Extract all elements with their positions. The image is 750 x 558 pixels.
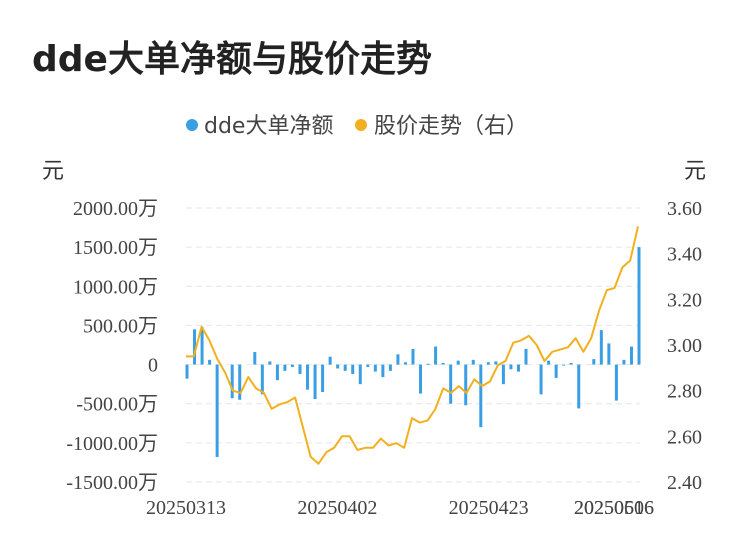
- dde-bar: [283, 364, 287, 371]
- x-tick-label: 20250606: [574, 497, 654, 519]
- left-tick-label: 1500.00万: [73, 237, 158, 259]
- dde-bar: [562, 364, 566, 366]
- left-tick-label: -500.00万: [76, 394, 158, 416]
- right-tick-label: 3.40: [667, 244, 702, 266]
- dde-bar: [313, 364, 317, 400]
- x-tick-label: 20250402: [297, 497, 377, 519]
- dde-bar: [253, 352, 257, 365]
- dde-bar: [426, 363, 430, 365]
- dde-bar: [516, 364, 520, 372]
- left-tick-label: 500.00万: [83, 315, 158, 337]
- right-tick-label: 3.20: [667, 289, 702, 311]
- chart-title: dde大单净额与股价走势: [32, 39, 432, 80]
- right-tick-label: 3.60: [667, 198, 702, 220]
- dde-bar: [479, 364, 483, 428]
- dde-bar: [358, 364, 362, 385]
- dde-bar: [411, 348, 415, 365]
- dde-bar: [215, 364, 219, 457]
- dde-bar: [290, 364, 294, 367]
- legend-line-label: 股价走势（右）: [374, 114, 528, 139]
- right-tick-label: 2.60: [667, 426, 702, 448]
- dde-bar: [321, 364, 325, 392]
- dde-bar: [471, 359, 475, 365]
- left-tick-label: 1000.00万: [73, 276, 158, 298]
- legend: dde大单净额 股价走势（右）: [186, 114, 528, 139]
- x-tick-label: 20250516: [574, 497, 654, 519]
- right-axis-unit: 元: [684, 159, 706, 184]
- dde-bar: [238, 364, 242, 400]
- dde-bar: [373, 364, 377, 372]
- dde-bar: [486, 362, 490, 365]
- dde-bar: [547, 360, 551, 365]
- dde-bar: [622, 359, 626, 365]
- dde-bar: [275, 364, 279, 381]
- dde-bar: [614, 364, 618, 401]
- dde-bar: [396, 354, 400, 365]
- dde-bar: [306, 364, 310, 390]
- left-axis-unit: 元: [42, 159, 64, 184]
- dde-bar: [268, 361, 272, 365]
- dde-bar: [208, 359, 212, 365]
- dde-bar: [343, 364, 347, 371]
- right-tick-label: 2.40: [667, 472, 702, 494]
- dde-bar: [419, 364, 423, 394]
- dde-bar: [599, 330, 603, 365]
- dde-bar: [193, 329, 197, 365]
- dde-bar: [501, 364, 505, 385]
- dde-bar: [524, 348, 528, 365]
- dde-bar: [449, 364, 453, 404]
- dde-bar: [230, 364, 234, 399]
- dde-bar: [260, 364, 264, 395]
- dde-bar: [441, 363, 445, 365]
- dde-bar: [607, 343, 611, 365]
- x-tick-label: 20250423: [449, 497, 529, 519]
- dde-bar: [366, 364, 370, 367]
- dde-bar: [539, 364, 543, 395]
- dde-bar: [185, 364, 189, 379]
- dde-bar: [509, 364, 513, 370]
- dde-bar: [637, 247, 641, 365]
- dde-bar: [629, 346, 633, 365]
- dde-bars: [185, 247, 641, 457]
- dde-bar: [494, 361, 498, 365]
- dde-bar: [388, 364, 392, 371]
- legend-bar-label: dde大单净额: [204, 114, 333, 139]
- legend-line-swatch: [355, 119, 367, 131]
- dde-bar: [336, 364, 340, 369]
- x-tick-label: 20250313: [146, 497, 226, 519]
- dde-bar: [592, 359, 596, 365]
- dde-bar: [200, 326, 204, 365]
- dde-bar: [434, 346, 438, 365]
- dde-bar: [554, 364, 558, 378]
- dde-bar: [328, 356, 332, 365]
- legend-bar-swatch: [186, 119, 198, 131]
- right-tick-label: 3.00: [667, 335, 702, 357]
- left-axis-ticks: 2000.00万 1500.00万 1000.00万 500.00万 0 -500.00万…: [66, 198, 158, 494]
- left-tick-label: 2000.00万: [73, 198, 158, 220]
- dde-bar: [456, 360, 460, 365]
- dde-bar: [577, 364, 581, 409]
- right-axis-ticks: 3.60 3.40 3.20 3.00 2.80 2.60 2.40: [667, 198, 702, 494]
- grid: [186, 207, 640, 483]
- left-tick-label: -1500.00万: [66, 472, 158, 494]
- left-tick-label: -1000.00万: [66, 433, 158, 455]
- dde-bar: [464, 364, 468, 406]
- dde-bar: [569, 363, 573, 365]
- dde-bar: [403, 362, 407, 365]
- price-line: [186, 226, 639, 465]
- dde-bar: [381, 364, 385, 378]
- dde-bar: [351, 364, 355, 374]
- dde-bar: [298, 364, 302, 374]
- right-tick-label: 2.80: [667, 381, 702, 403]
- left-tick-label: 0: [148, 355, 158, 377]
- price-line-group: [186, 226, 639, 465]
